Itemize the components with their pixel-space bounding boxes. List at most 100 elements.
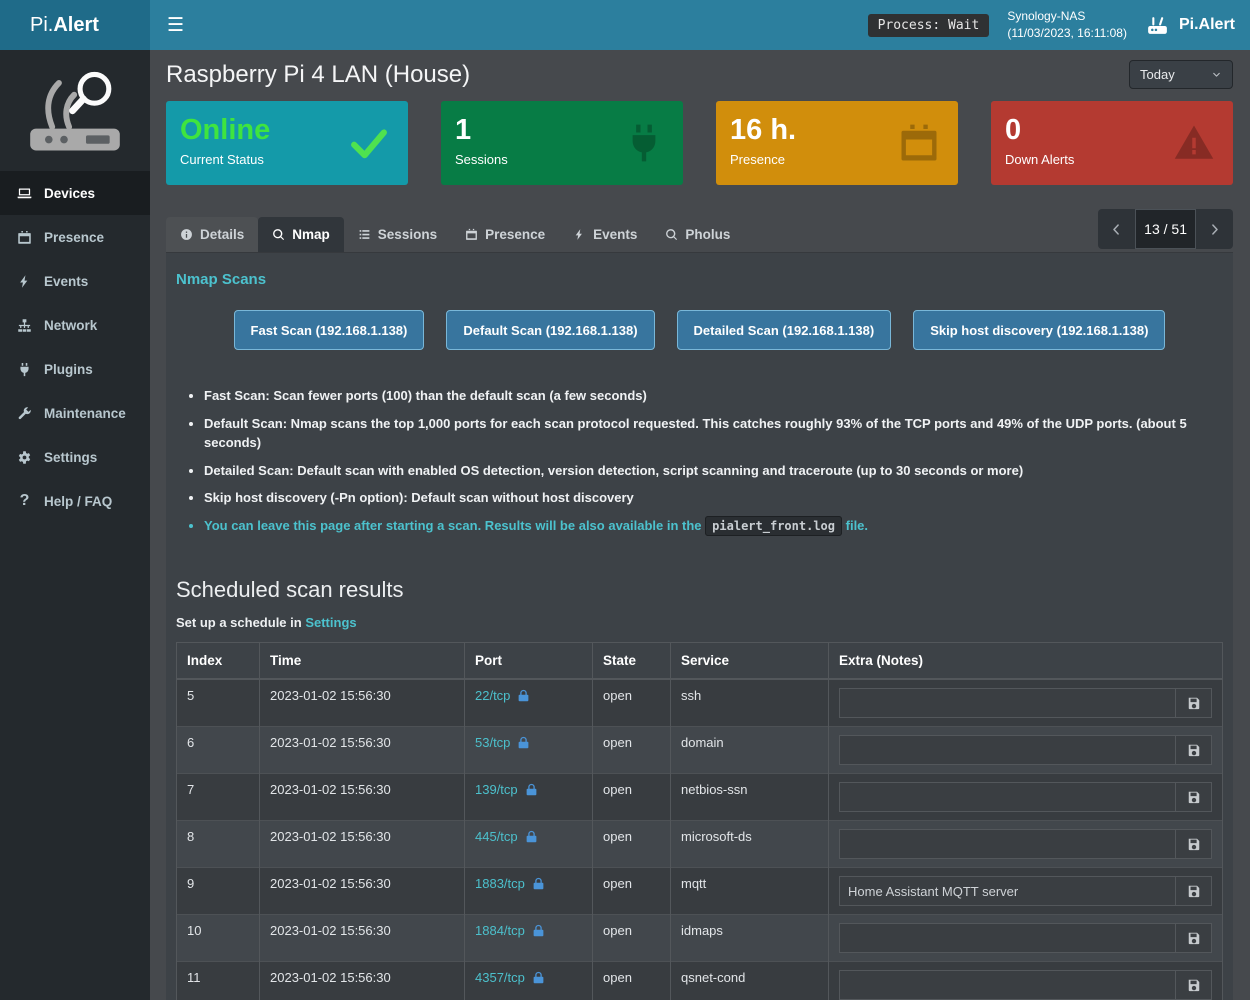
tab-label: Pholus: [685, 227, 731, 242]
cell-time: 2023-01-02 15:56:30: [259, 867, 465, 915]
card-label: Current Status: [180, 152, 264, 167]
col-port: Port: [464, 642, 593, 680]
lock-icon: [532, 971, 545, 984]
save-note-button[interactable]: [1176, 735, 1212, 765]
save-note-button[interactable]: [1176, 782, 1212, 812]
page-title: Raspberry Pi 4 LAN (House): [166, 60, 471, 88]
cell-state: open: [592, 867, 671, 915]
server-info: Synology-NAS (11/03/2023, 16:11:08): [1007, 8, 1127, 42]
table-row: 8 2023-01-02 15:56:30 445/tcp open micro…: [176, 820, 1223, 868]
sidebar-item-maintenance[interactable]: Maintenance: [0, 391, 150, 435]
cell-notes: [828, 961, 1223, 1000]
cell-port: 139/tcp: [464, 773, 593, 821]
port-link[interactable]: 1884/tcp: [475, 923, 525, 938]
col-state: State: [592, 642, 671, 680]
app-logo[interactable]: Pi. Alert: [0, 0, 150, 50]
cell-service: domain: [670, 726, 829, 774]
nmap-scans-heading: Nmap Scans: [176, 271, 267, 288]
port-link[interactable]: 139/tcp: [475, 782, 518, 797]
tab-bar: Details Nmap Sessions Presence Events Ph…: [166, 209, 1233, 253]
save-note-button[interactable]: [1176, 688, 1212, 718]
tab-presence[interactable]: Presence: [451, 217, 559, 252]
tabs: Details Nmap Sessions Presence Events Ph…: [166, 217, 744, 252]
cell-index: 10: [176, 914, 260, 962]
port-link[interactable]: 1883/tcp: [475, 876, 525, 891]
tab-details[interactable]: Details: [166, 217, 259, 252]
note-input[interactable]: [839, 876, 1176, 906]
bolt-icon: [573, 228, 586, 241]
router-search-logo: [0, 50, 150, 171]
note-input[interactable]: [839, 735, 1176, 765]
card-presence: 16 h. Presence: [716, 101, 958, 185]
tab-nmap[interactable]: Nmap: [258, 217, 344, 252]
cell-notes: [828, 678, 1223, 727]
port-link[interactable]: 445/tcp: [475, 829, 518, 844]
tab-sessions[interactable]: Sessions: [344, 217, 451, 252]
brand-link[interactable]: Pi.Alert: [1145, 13, 1235, 38]
settings-icon: [16, 450, 33, 465]
cell-time: 2023-01-02 15:56:30: [259, 726, 465, 774]
sidebar-item-network[interactable]: Network: [0, 303, 150, 347]
menu-toggle-icon[interactable]: ☰: [167, 14, 185, 36]
note-input[interactable]: [839, 688, 1176, 718]
settings-link[interactable]: Settings: [305, 615, 357, 630]
sidebar-item-presence[interactable]: Presence: [0, 215, 150, 259]
sidebar-item-label: Events: [44, 273, 89, 289]
sidebar-item-settings[interactable]: Settings: [0, 435, 150, 479]
period-select[interactable]: Today: [1129, 60, 1233, 89]
card-value: 0: [1005, 114, 1022, 146]
sidebar-item-label: Help / FAQ: [44, 493, 113, 509]
cell-port: 1883/tcp: [464, 867, 593, 915]
maintenance-icon: [16, 406, 33, 421]
cell-state: open: [592, 914, 671, 962]
scan-descriptions: Fast Scan: Scan fewer ports (100) than t…: [186, 386, 1223, 536]
table-row: 11 2023-01-02 15:56:30 4357/tcp open qsn…: [176, 961, 1223, 1000]
cell-index: 7: [176, 773, 260, 821]
next-device-button[interactable]: [1196, 209, 1233, 249]
tab-events[interactable]: Events: [559, 217, 651, 252]
card-label: Down Alerts: [1005, 152, 1075, 167]
cell-port: 22/tcp: [464, 678, 593, 727]
cell-service: microsoft-ds: [670, 820, 829, 868]
default-scan-button[interactable]: Default Scan (192.168.1.138): [446, 310, 655, 350]
save-note-button[interactable]: [1176, 876, 1212, 906]
note-input[interactable]: [839, 782, 1176, 812]
scan-note: Skip host discovery (-Pn option): Defaul…: [204, 488, 1223, 508]
sidebar-item-label: Plugins: [44, 361, 93, 377]
save-note-button[interactable]: [1176, 829, 1212, 859]
port-link[interactable]: 22/tcp: [475, 688, 511, 703]
save-note-button[interactable]: [1176, 923, 1212, 953]
calendar-icon: [465, 228, 478, 241]
note-input[interactable]: [839, 829, 1176, 859]
note-input[interactable]: [839, 923, 1176, 953]
cell-index: 5: [176, 678, 260, 727]
events-icon: [16, 274, 33, 289]
save-note-button[interactable]: [1176, 970, 1212, 1000]
sidebar-item-devices[interactable]: Devices: [0, 171, 150, 215]
port-link[interactable]: 53/tcp: [475, 735, 511, 750]
card-value: Online: [180, 114, 271, 146]
nmap-tab-panel: Nmap Scans Fast Scan (192.168.1.138) Def…: [166, 253, 1233, 1000]
fast-scan-button[interactable]: Fast Scan (192.168.1.138): [233, 310, 425, 350]
scan-results-table: Index Time Port State Service Extra (Not…: [176, 642, 1223, 1000]
card-down-alerts: 0 Down Alerts: [991, 101, 1233, 185]
skip-host-discovery-button[interactable]: Skip host discovery (192.168.1.138): [913, 310, 1166, 350]
scan-note: Fast Scan: Scan fewer ports (100) than t…: [204, 386, 1223, 406]
detailed-scan-button[interactable]: Detailed Scan (192.168.1.138): [676, 310, 892, 350]
lock-icon: [525, 830, 538, 843]
sidebar-item-events[interactable]: Events: [0, 259, 150, 303]
save-icon: [1187, 837, 1201, 851]
sidebar-item-help[interactable]: ? Help / FAQ: [0, 479, 150, 523]
cell-time: 2023-01-02 15:56:30: [259, 678, 465, 727]
pagination-position: 13 / 51: [1135, 209, 1196, 249]
cell-notes: [828, 726, 1223, 774]
cell-service: netbios-ssn: [670, 773, 829, 821]
sidebar-item-plugins[interactable]: Plugins: [0, 347, 150, 391]
network-icon: [16, 318, 33, 333]
tab-pholus[interactable]: Pholus: [651, 217, 744, 252]
prev-device-button[interactable]: [1098, 209, 1136, 249]
card-label: Presence: [730, 152, 785, 167]
port-link[interactable]: 4357/tcp: [475, 970, 525, 985]
note-input[interactable]: [839, 970, 1176, 1000]
schedule-setup-text: Set up a schedule in: [176, 615, 302, 630]
